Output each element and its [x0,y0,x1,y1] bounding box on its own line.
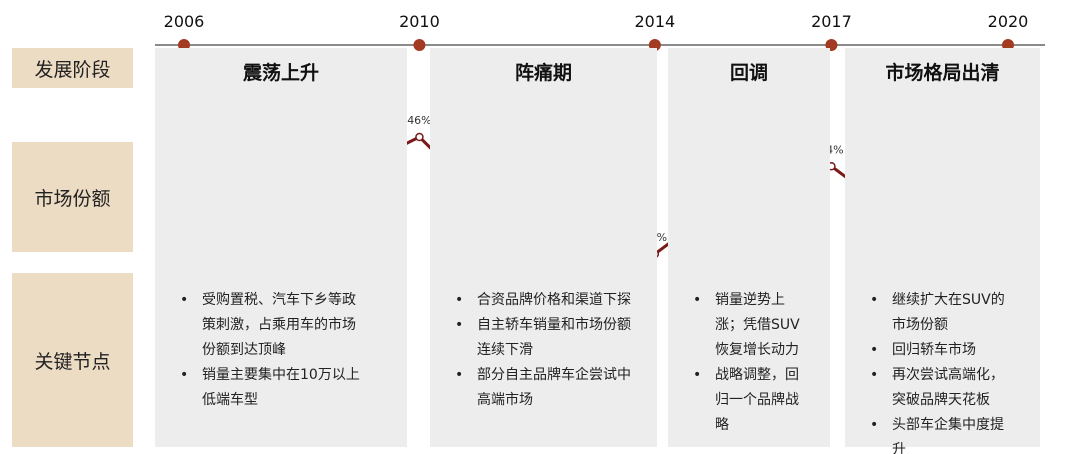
point [415,132,424,142]
year-label: 2014 [634,12,675,31]
key-points: 继续扩大在SUV的市场份额回归轿车市场再次尝试高端化，突破品牌天花板头部车企集中… [870,288,1010,454]
year-label: 2020 [988,12,1029,31]
key-point: 合资品牌价格和渠道下探 [455,288,640,313]
year-label: 2017 [811,12,852,31]
row-label: 发展阶段 [12,48,133,88]
key-points: 合资品牌价格和渠道下探自主轿车销量和市场份额连续下滑部分自主品牌车企尝试中高端市… [455,288,640,413]
key-point: 销量逆势上涨；凭借SUV恢复增长动力 [693,288,803,363]
year-label: 2006 [164,12,205,31]
key-points: 受购置税、汽车下乡等政策刺激，占乘用车的市场份额到达顶峰销量主要集中在10万以上… [180,288,362,413]
phase-title: 阵痛期 [514,62,572,84]
key-points: 销量逆势上涨；凭借SUV恢复增长动力战略调整，回归一个品牌战略 [693,288,803,438]
key-point: 再次尝试高端化，突破品牌天花板 [870,363,1010,413]
key-point: 自主轿车销量和市场份额连续下滑 [455,313,640,363]
key-point: 继续扩大在SUV的市场份额 [870,288,1010,338]
row-label: 市场份额 [12,142,133,252]
row-label: 关键节点 [12,273,133,447]
key-point: 销量主要集中在10万以上低端车型 [180,363,362,413]
value-label: 46% [407,114,431,127]
year-label: 2010 [399,12,440,31]
phase-title: 市场格局出清 [885,62,1000,84]
key-point: 受购置税、汽车下乡等政策刺激，占乘用车的市场份额到达顶峰 [180,288,362,363]
key-point: 部分自主品牌车企尝试中高端市场 [455,363,640,413]
timeline-dot [413,39,426,51]
phase-title: 震荡上升 [242,62,319,84]
key-point: 战略调整，回归一个品牌战略 [693,363,803,438]
key-point: 头部车企集中度提升 [870,413,1010,454]
phase-title: 回调 [729,62,768,84]
key-point: 回归轿车市场 [870,338,1010,363]
